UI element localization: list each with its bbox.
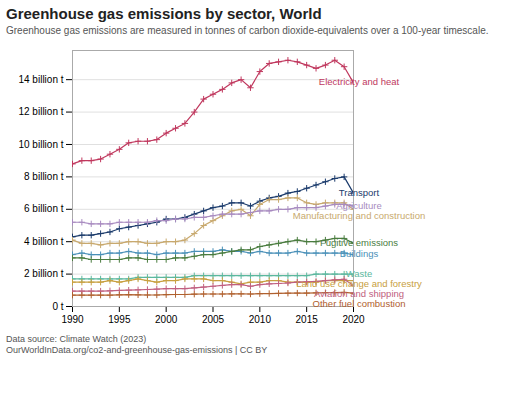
svg-text:2000: 2000 [155, 313, 178, 324]
svg-text:2010: 2010 [249, 313, 272, 324]
svg-text:Aviation and shipping: Aviation and shipping [313, 287, 405, 299]
svg-text:Fugitive emissions: Fugitive emissions [320, 236, 398, 247]
svg-text:0 t: 0 t [52, 300, 63, 311]
svg-text:Electricity and heat: Electricity and heat [319, 76, 400, 87]
svg-text:6 billion t: 6 billion t [24, 203, 64, 214]
svg-text:8 billion t: 8 billion t [24, 171, 64, 182]
svg-text:12 billion t: 12 billion t [18, 106, 63, 117]
svg-text:2020: 2020 [342, 313, 365, 324]
svg-text:Transport: Transport [339, 186, 380, 197]
svg-text:Agriculture: Agriculture [336, 199, 381, 210]
svg-text:2015: 2015 [296, 313, 319, 324]
svg-text:Waste: Waste [345, 267, 373, 279]
svg-text:14 billion t: 14 billion t [18, 73, 63, 84]
svg-text:1990: 1990 [61, 313, 84, 324]
svg-text:4 billion t: 4 billion t [24, 235, 64, 246]
html-text:Greenhouse gas emissions are m: Greenhouse gas emissions are measured in… [6, 25, 489, 36]
svg-text:2005: 2005 [202, 313, 225, 324]
html-text:Greenhouse gas emissions by se: Greenhouse gas emissions by sector, Worl… [6, 5, 322, 22]
svg-text:Manufacturing and construction: Manufacturing and construction [293, 209, 426, 220]
svg-text:Buildings: Buildings [340, 248, 379, 259]
svg-text:1995: 1995 [108, 313, 131, 324]
svg-text:Land use change and forestry: Land use change and forestry [296, 277, 422, 289]
svg-text:Other fuel combustion: Other fuel combustion [313, 297, 406, 308]
svg-text:2 billion t: 2 billion t [24, 268, 64, 279]
svg-text:10 billion t: 10 billion t [18, 138, 63, 149]
html-text:Data source: Climate Watch (20: Data source: Climate Watch (2023) OurWor… [6, 333, 268, 356]
